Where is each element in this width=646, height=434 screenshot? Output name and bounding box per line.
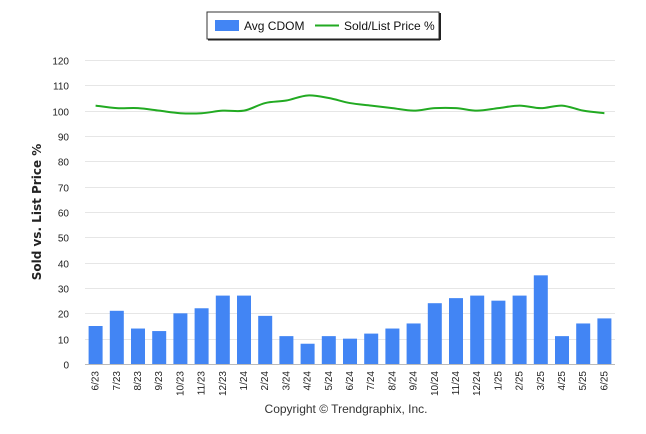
x-tick-label: 6/23 [91, 371, 102, 391]
y-tick-label: 10 [58, 336, 70, 347]
x-tick-label: 12/24 [472, 371, 483, 396]
bar-avg-cdom [385, 328, 400, 364]
line-series [95, 94, 605, 115]
legend: Avg CDOM Sold/List Price % [206, 11, 441, 41]
bar-avg-cdom [279, 336, 294, 364]
y-tick-label: 0 [63, 361, 69, 372]
x-axis-ticks: 6/23 7/23 8/23 9/23 10/23 11/23 12/23 1/24 2/24 3… [91, 371, 611, 396]
bar-avg-cdom [491, 300, 506, 364]
x-tick-label: 1/24 [239, 371, 250, 391]
bar-avg-cdom [152, 331, 167, 364]
grid-lines [85, 60, 615, 340]
x-tick-label: 5/25 [578, 371, 589, 391]
x-tick-label: 1/25 [493, 371, 504, 391]
x-tick-label: 7/24 [366, 371, 377, 391]
y-tick-label: 120 [52, 57, 69, 68]
bar-avg-cdom [364, 333, 379, 364]
y-axis-ticks: 0 10 20 30 40 50 60 70 80 90 100 110 120 [52, 57, 69, 372]
y-tick-label: 50 [58, 234, 70, 245]
x-tick-label: 4/24 [303, 371, 314, 391]
y-axis-label: Sold vs. List Price % [30, 144, 44, 281]
bar-avg-cdom [555, 336, 569, 364]
legend-label-avg-cdom: Avg CDOM [244, 19, 304, 33]
bar-avg-cdom [533, 275, 548, 364]
bar-avg-cdom [512, 295, 527, 364]
x-tick-label: 10/23 [175, 371, 186, 396]
x-tick-label: 6/25 [599, 371, 610, 391]
bar-avg-cdom [427, 303, 442, 364]
bar-avg-cdom [576, 323, 591, 364]
x-tick-label: 3/25 [536, 371, 547, 391]
y-tick-label: 90 [58, 133, 70, 144]
bar-avg-cdom [88, 326, 103, 364]
x-tick-label: 2/25 [515, 371, 526, 391]
bar-avg-cdom [258, 315, 273, 364]
bar-avg-cdom [300, 343, 315, 364]
x-tick-label: 3/24 [281, 371, 292, 391]
bar-avg-cdom [215, 295, 230, 364]
bar-avg-cdom [194, 308, 209, 364]
x-tick-label: 7/23 [112, 371, 123, 391]
bar-avg-cdom [131, 328, 145, 364]
bar-avg-cdom [343, 338, 357, 364]
bar-avg-cdom [406, 323, 421, 364]
bar-avg-cdom [321, 336, 336, 364]
y-tick-label: 40 [58, 260, 70, 271]
x-tick-label: 10/24 [430, 371, 441, 396]
x-tick-label: 8/23 [133, 371, 144, 391]
bar-avg-cdom [470, 295, 485, 364]
legend-swatch-avg-cdom [215, 20, 239, 31]
x-tick-label: 8/24 [387, 371, 398, 391]
x-tick-label: 5/24 [324, 371, 335, 391]
x-tick-label: 2/24 [260, 371, 271, 391]
x-tick-label: 9/23 [154, 371, 165, 391]
y-tick-label: 30 [58, 285, 70, 296]
x-tick-label: 12/23 [218, 371, 229, 396]
y-tick-label: 100 [52, 108, 69, 119]
copyright-footer: Copyright © Trendgraphix, Inc. [265, 402, 428, 416]
line-sold-list-price [95, 94, 605, 115]
y-tick-label: 70 [58, 184, 70, 195]
legend-label-sold-list: Sold/List Price % [344, 19, 435, 33]
bar-avg-cdom [173, 313, 188, 364]
x-tick-label: 11/23 [197, 371, 208, 396]
x-tick-label: 9/24 [409, 371, 420, 391]
bar-series [88, 275, 612, 364]
y-tick-label: 80 [58, 158, 70, 169]
y-tick-label: 20 [58, 310, 70, 321]
x-tick-label: 6/24 [345, 371, 356, 391]
y-tick-label: 60 [58, 209, 70, 220]
x-tick-label: 4/25 [557, 371, 568, 391]
x-tick-label: 11/24 [451, 371, 462, 396]
y-tick-label: 110 [53, 82, 69, 93]
bar-avg-cdom [237, 295, 251, 364]
bar-avg-cdom [597, 318, 612, 364]
bar-avg-cdom [109, 310, 124, 364]
bar-avg-cdom [449, 298, 463, 364]
